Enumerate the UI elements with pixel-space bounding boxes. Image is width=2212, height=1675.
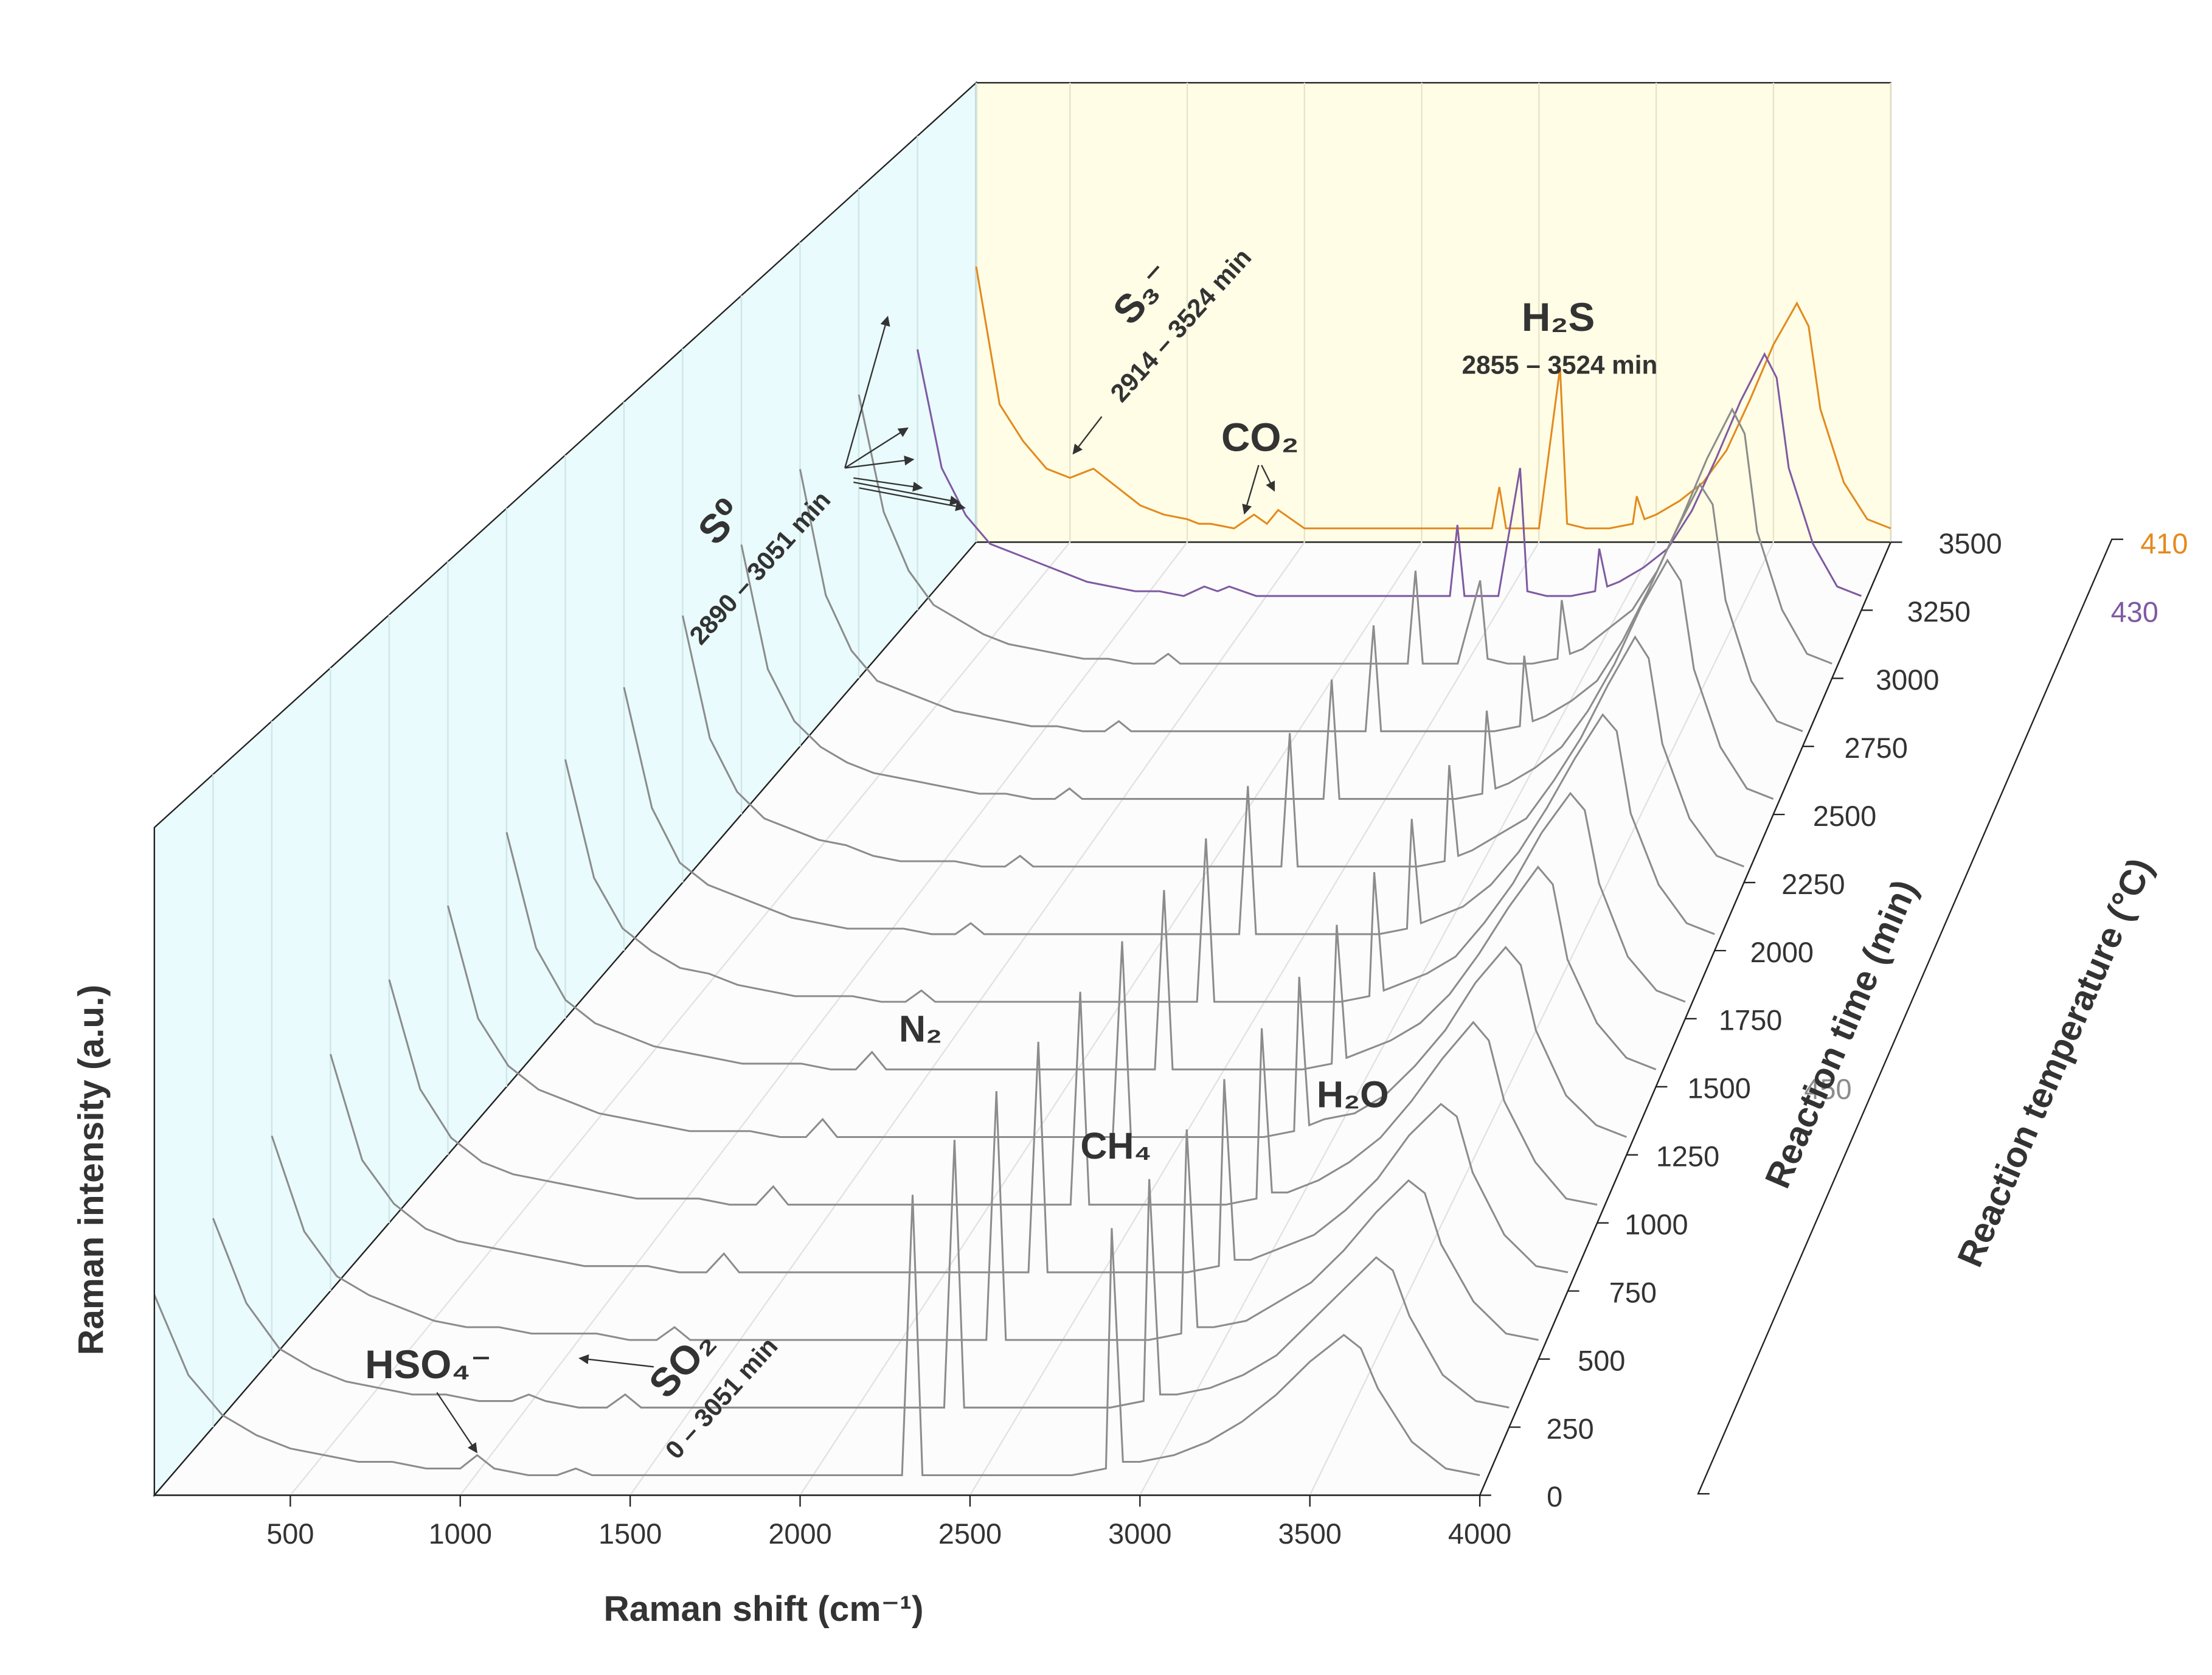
arrow [853, 477, 923, 492]
spectrum [153, 1195, 1480, 1477]
spectrum [505, 832, 1657, 1070]
x-tick-label: 1500 [598, 1518, 662, 1550]
z-tick-label: 3500 [1938, 528, 2002, 560]
z-axis-title: Reaction time (min) [1758, 874, 1925, 1193]
z-tick-label: 2000 [1750, 937, 1814, 968]
x-tick-label: 4000 [1448, 1518, 1511, 1550]
arrow [1072, 416, 1103, 455]
x-tick-label: 500 [266, 1518, 314, 1550]
arrow [844, 427, 909, 469]
annotation: HSO₄⁻ [365, 1342, 491, 1387]
arrow [1261, 465, 1275, 492]
axes: 500 1000 1500 2000 2500 3000 3500 4000 0 250 500 75… [153, 528, 2188, 1550]
temperature-label: 450 [1804, 1073, 1851, 1105]
x-axis-title: Raman shift (cm⁻¹) [603, 1589, 923, 1629]
arrow [436, 1392, 477, 1454]
spectrum [212, 1140, 1510, 1409]
z-tick-label: 0 [1547, 1481, 1562, 1513]
arrow [578, 1354, 654, 1368]
annotation: CH₄ [1080, 1125, 1151, 1167]
spectrum [388, 979, 1598, 1206]
arrow [845, 456, 915, 469]
y-axis-title: Raman intensity (a.u.) [71, 985, 111, 1355]
z-tick-label: 2750 [1844, 732, 1907, 764]
z-tick-label: 500 [1578, 1345, 1625, 1376]
z-tick-label: 1500 [1687, 1073, 1750, 1105]
z-tick-label: 750 [1609, 1277, 1657, 1308]
arrow [1242, 465, 1260, 515]
temperature-axis [1697, 538, 2124, 1495]
spectrum [271, 1091, 1539, 1341]
spectrum [329, 1041, 1569, 1274]
grid [153, 83, 1891, 1496]
floor-grid-line [629, 541, 1305, 1496]
annotation: CO₂ [1221, 415, 1299, 459]
spectrum [681, 615, 1744, 868]
floor-grid-line [459, 541, 1188, 1496]
temperature-label: 430 [2111, 596, 2158, 628]
spectra [153, 266, 1891, 1477]
floor-grid-line [799, 541, 1423, 1496]
floor-grid-line [969, 541, 1540, 1496]
x-tick-label: 3500 [1278, 1518, 1342, 1550]
z-tick-label: 3250 [1907, 596, 1971, 628]
annotation: H₂O [1317, 1073, 1389, 1115]
spectrum [623, 687, 1715, 935]
arrow [859, 487, 966, 512]
floor-grid-line [1309, 541, 1774, 1496]
spectrum [917, 349, 1862, 597]
z-tick-label: 250 [1547, 1413, 1594, 1444]
temperature-axis-title: Reaction temperature (°C) [1950, 853, 2160, 1273]
arrow [844, 316, 890, 468]
x-tick-label: 2500 [938, 1518, 1002, 1550]
arrow [853, 481, 960, 506]
back-wall [975, 81, 1891, 543]
x-tick-label: 1000 [429, 1518, 492, 1550]
z-tick-label: 1750 [1719, 1005, 1782, 1036]
annotation: 2855 – 3524 min [1462, 351, 1658, 380]
spectrum [564, 759, 1686, 1003]
z-tick-label: 2250 [1781, 869, 1845, 900]
z-tick-label: 3000 [1876, 664, 1939, 696]
z-tick-label: 2500 [1813, 800, 1876, 832]
annotation: H₂S [1522, 295, 1595, 339]
temperature-label: 410 [2140, 528, 2188, 560]
spectrum [446, 905, 1627, 1139]
x-tick-label: 3000 [1108, 1518, 1171, 1550]
spectrum [740, 544, 1774, 800]
z-tick-label: 1250 [1656, 1141, 1719, 1173]
spectrum [799, 469, 1803, 732]
floor-grid-line [290, 541, 1071, 1496]
annotation: N₂ [899, 1008, 942, 1049]
z-tick-label: 1000 [1624, 1209, 1688, 1240]
x-tick-label: 2000 [768, 1518, 831, 1550]
spectrum [975, 266, 1891, 530]
